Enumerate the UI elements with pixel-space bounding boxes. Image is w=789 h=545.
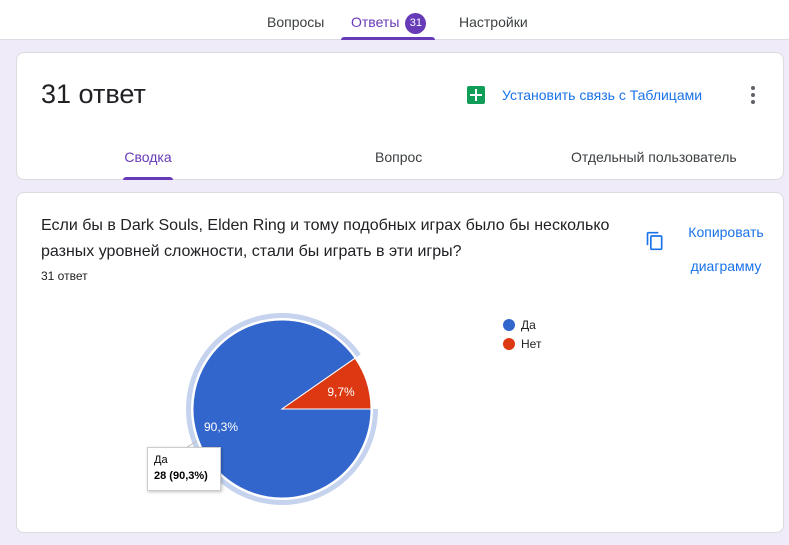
tab-questions[interactable]: Вопросы	[267, 0, 324, 40]
sheets-icon	[467, 86, 485, 104]
tab-questions-label: Вопросы	[267, 14, 325, 30]
copy-chart-button[interactable]: Копировать диаграмму	[641, 209, 781, 274]
subtab-individual-label: Отдельный пользователь	[571, 149, 737, 165]
slice-label-no: 9,7%	[327, 385, 355, 399]
legend-item-yes[interactable]: Да	[503, 317, 536, 333]
response-count-title: 31 ответ	[41, 79, 146, 109]
legend-label-no: Нет	[521, 337, 542, 351]
subtab-active-indicator	[123, 177, 173, 180]
subtab-question[interactable]: Вопрос	[375, 143, 422, 180]
link-to-sheets-label: Установить связь с Таблицами	[502, 87, 703, 103]
tooltip-value: 28 (90,3%)	[154, 470, 208, 482]
pie-chart: 90,3% 9,7%	[172, 313, 378, 505]
copy-chart-label-line2: диаграмму	[690, 258, 762, 274]
copy-chart-label-line1: Копировать	[688, 224, 764, 240]
slice-label-yes: 90,3%	[204, 420, 238, 434]
link-to-sheets-button[interactable]: Установить связь с Таблицами	[467, 83, 702, 107]
legend-swatch-yes	[503, 319, 515, 331]
tab-responses[interactable]: Ответы 31	[341, 0, 435, 40]
responses-count-badge: 31	[405, 13, 427, 34]
legend-swatch-no	[503, 338, 515, 350]
more-vert-icon[interactable]	[743, 83, 763, 107]
legend-item-no[interactable]: Нет	[503, 336, 541, 352]
active-tab-indicator	[341, 37, 435, 40]
subtab-summary[interactable]: Сводка	[120, 143, 176, 180]
tab-settings-label: Настройки	[459, 14, 528, 30]
chart-tooltip: Да 28 (90,3%)	[147, 447, 221, 491]
top-tab-bar: Вопросы Ответы 31 Настройки	[0, 0, 789, 40]
subtab-summary-label: Сводка	[124, 149, 172, 165]
legend-label-yes: Да	[521, 318, 536, 332]
pie-slice-no[interactable]	[280, 357, 372, 410]
responses-summary-card: 31 ответ Установить связь с Таблицами Св…	[16, 52, 784, 180]
tab-responses-label: Ответы	[351, 14, 400, 30]
copy-icon	[646, 231, 663, 251]
question-title: Если бы в Dark Souls, Elden Ring и тому …	[41, 217, 610, 260]
tooltip-label: Да	[154, 454, 168, 466]
question-response-count: 31 ответ	[41, 269, 88, 283]
question-summary-card: Если бы в Dark Souls, Elden Ring и тому …	[16, 192, 784, 533]
tab-settings[interactable]: Настройки	[459, 0, 528, 40]
subtab-individual[interactable]: Отдельный пользователь	[571, 143, 737, 180]
subtab-question-label: Вопрос	[375, 149, 423, 165]
